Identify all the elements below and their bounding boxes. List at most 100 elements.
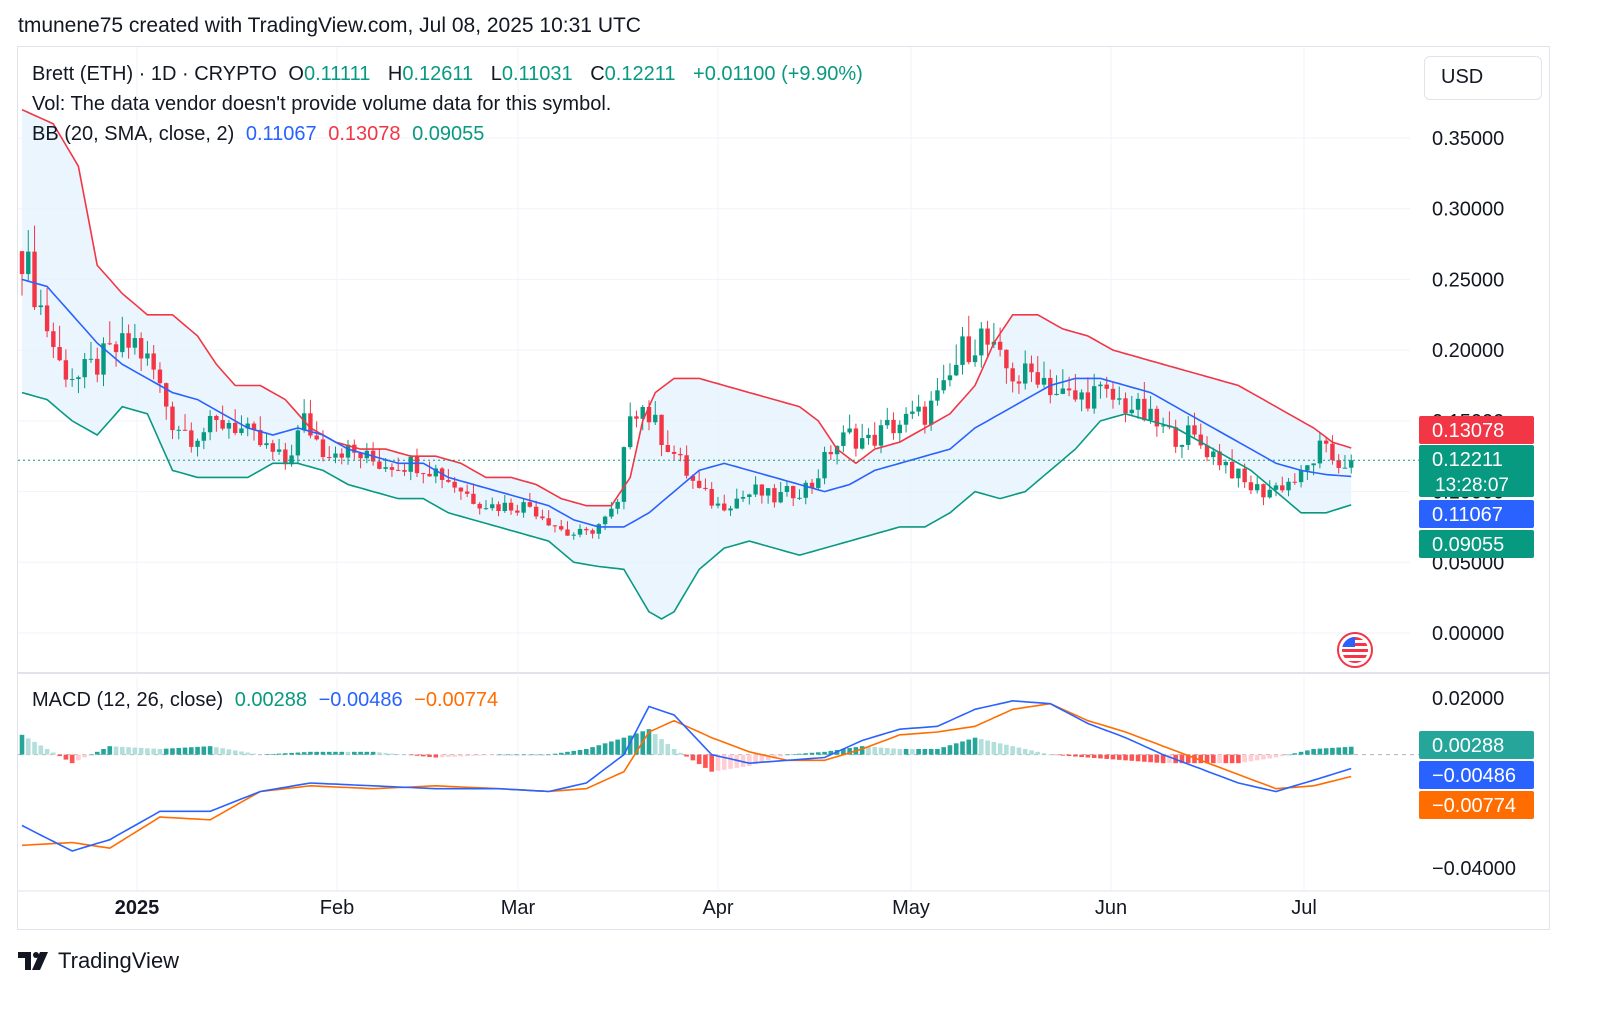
- candle-down: [452, 481, 457, 488]
- macd-histogram-bar: [1248, 754, 1254, 762]
- high-value: 0.12611: [402, 63, 474, 85]
- candle-down: [966, 336, 971, 363]
- candle-up: [941, 380, 946, 391]
- ohlc-open: O0.11111: [288, 63, 376, 85]
- us-flag-icon[interactable]: [1337, 632, 1373, 668]
- axis-price-tag-label: 0.11067: [1432, 504, 1503, 526]
- time-tick-label: Feb: [320, 897, 354, 919]
- candle-up: [715, 503, 721, 506]
- macd-histogram-bar: [634, 733, 639, 755]
- macd-histogram-bar: [1004, 744, 1009, 755]
- candle-up: [1041, 377, 1047, 385]
- symbol-label[interactable]: Brett (ETH) · 1D · CRYPTO: [32, 63, 277, 85]
- macd-histogram-bar: [790, 754, 796, 755]
- candle-up: [433, 468, 439, 477]
- candle-down: [1123, 398, 1128, 414]
- macd-histogram-bar: [571, 750, 577, 755]
- macd-histogram-bar: [935, 749, 940, 755]
- macd-histogram-bar: [884, 748, 890, 755]
- macd-histogram-bar: [1236, 754, 1241, 764]
- candle-up: [120, 333, 125, 353]
- macd-histogram-bar: [402, 754, 407, 756]
- candle-down: [872, 434, 877, 446]
- candle-down: [696, 480, 702, 488]
- candle-up: [145, 353, 150, 359]
- candle-up: [577, 528, 583, 535]
- candle-down: [690, 475, 696, 481]
- macd-histogram-bar: [257, 754, 263, 756]
- macd-histogram-bar: [420, 754, 426, 757]
- macd-histogram-bar: [25, 738, 31, 755]
- candle-down: [251, 423, 257, 430]
- candle-up: [1129, 409, 1134, 414]
- bb-lower-value: 0.09055: [412, 123, 485, 145]
- candle-down: [922, 406, 928, 425]
- candle-down: [164, 383, 169, 407]
- candle-down: [446, 479, 451, 482]
- macd-legend[interactable]: MACD (12, 26, close) 0.00288 −0.00486 −0…: [32, 689, 504, 712]
- candle-up: [847, 428, 852, 433]
- candle-down: [659, 414, 664, 446]
- candle-down: [95, 358, 100, 375]
- candle-down: [232, 422, 238, 434]
- macd-line: [21, 699, 1352, 852]
- macd-histogram-bar: [226, 749, 232, 755]
- macd-histogram-bar: [941, 747, 946, 755]
- macd-histogram-bar: [308, 751, 313, 755]
- candle-down: [1229, 461, 1235, 479]
- macd-axis-tag-label: −0.00774: [1432, 795, 1516, 817]
- candle-up: [571, 534, 576, 536]
- axis-price-tag-label: 0.09055: [1432, 534, 1504, 556]
- candle-up: [822, 451, 827, 479]
- candle-down: [559, 526, 564, 530]
- candle-up: [101, 343, 106, 375]
- macd-line-value: −0.00486: [318, 689, 403, 711]
- candle-down: [997, 341, 1003, 350]
- candle-up: [1079, 392, 1084, 400]
- axis-price-tag: [1419, 445, 1534, 497]
- candle-up: [1349, 460, 1354, 468]
- macd-histogram-bar: [1016, 747, 1022, 755]
- candle-up: [816, 478, 821, 488]
- brand-logo[interactable]: TradingView: [18, 948, 179, 974]
- macd-histogram-bar: [1154, 754, 1160, 763]
- macd-histogram-bar: [1098, 754, 1103, 759]
- price-tick-label: 0.35000: [1432, 128, 1504, 150]
- macd-histogram-bar: [784, 754, 790, 756]
- macd-histogram-bar: [414, 754, 420, 756]
- macd-histogram-bar: [38, 745, 44, 755]
- macd-histogram-bar: [828, 750, 834, 755]
- macd-histogram-bar: [120, 746, 125, 755]
- candle-up: [264, 443, 269, 446]
- candle-up: [276, 449, 282, 452]
- candle-up: [1148, 408, 1153, 421]
- bb-legend[interactable]: BB (20, SMA, close, 2) 0.11067 0.13078 0…: [32, 123, 490, 146]
- macd-histogram-bar: [408, 754, 414, 756]
- candle-up: [132, 338, 138, 348]
- macd-histogram-bar: [897, 749, 903, 755]
- candle-up: [784, 486, 790, 492]
- macd-histogram-bar: [270, 753, 276, 755]
- open-value: 0.11111: [303, 63, 371, 85]
- price-change: +0.01100 (+9.90%): [693, 63, 863, 85]
- macd-histogram-bar: [364, 751, 370, 755]
- macd-histogram-bar: [1292, 753, 1298, 755]
- macd-histogram-bar: [195, 746, 200, 755]
- candle-down: [358, 452, 363, 459]
- candle-up: [26, 251, 31, 275]
- macd-histogram-bar: [753, 754, 758, 765]
- macd-histogram-bar: [715, 754, 721, 771]
- candle-down: [665, 445, 671, 452]
- time-tick-label: Jun: [1095, 897, 1127, 919]
- currency-button[interactable]: USD: [1424, 56, 1542, 100]
- ohlc-close: C0.12211: [590, 63, 681, 85]
- candle-down: [646, 406, 652, 423]
- macd-histogram-bar: [508, 754, 514, 756]
- macd-histogram-bar: [220, 748, 225, 755]
- macd-histogram-bar: [627, 735, 633, 755]
- macd-histogram-bar: [596, 745, 602, 755]
- macd-tick-label: −0.04000: [1432, 858, 1516, 880]
- candle-up: [502, 502, 507, 511]
- candle-up: [1298, 470, 1304, 483]
